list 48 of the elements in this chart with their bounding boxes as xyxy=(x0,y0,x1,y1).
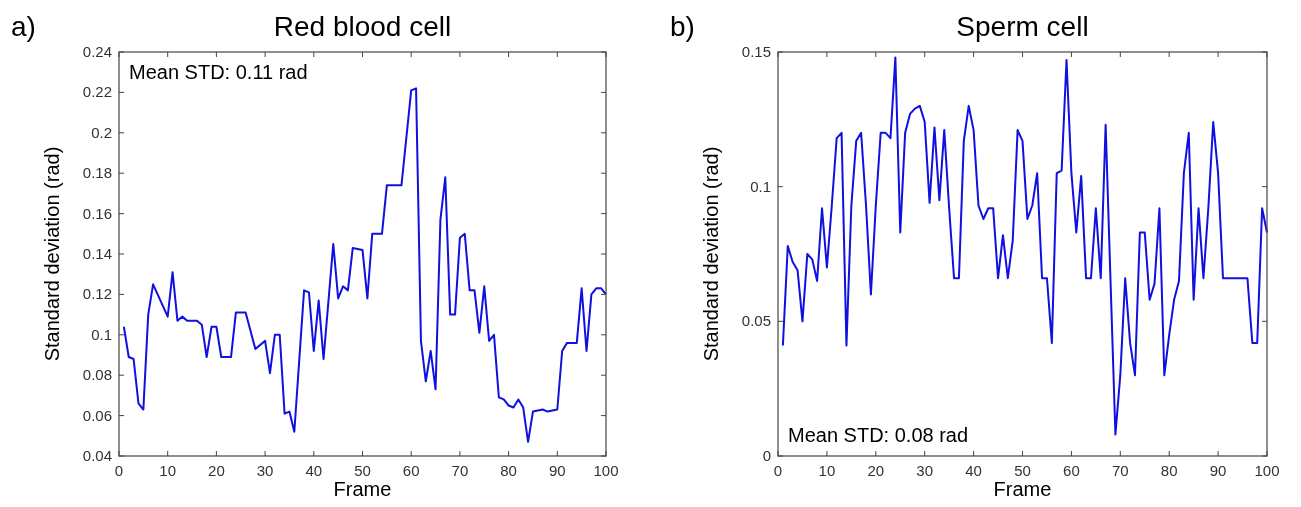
chart-title: Red blood cell xyxy=(273,11,452,42)
y-axis-title: Standard deviation (rad) xyxy=(41,146,63,362)
x-tick-label: 100 xyxy=(1254,462,1280,479)
x-tick-label: 10 xyxy=(159,462,177,479)
x-tick-label: 70 xyxy=(451,462,469,479)
x-tick-label: 60 xyxy=(1063,462,1080,479)
annotation: Mean STD: 0.11 rad xyxy=(129,61,308,83)
x-axis-title: Frame xyxy=(333,478,392,500)
y-tick-label: 0.2 xyxy=(91,123,112,141)
x-axis-title: Frame xyxy=(993,478,1052,500)
y-tick-label: 0.22 xyxy=(82,83,112,101)
x-tick-label: 50 xyxy=(354,462,371,479)
y-tick-label: 0.16 xyxy=(82,204,112,222)
y-axis-title: Standard deviation (rad) xyxy=(700,146,722,362)
x-tick-label: 100 xyxy=(593,462,619,479)
x-tick-label: 10 xyxy=(818,462,836,479)
y-tick-label: 0.08 xyxy=(82,366,112,384)
x-tick-label: 90 xyxy=(548,462,566,479)
y-tick-label: 0.24 xyxy=(82,43,112,60)
y-tick-label: 0.14 xyxy=(82,245,112,262)
x-tick-label: 40 xyxy=(305,462,323,479)
x-tick-label: 80 xyxy=(1160,462,1178,479)
y-tick-label: 0.15 xyxy=(741,43,771,60)
x-tick-label: 30 xyxy=(916,462,934,479)
chart-title: Sperm cell xyxy=(956,11,1089,42)
x-tick-label: 0 xyxy=(114,462,124,479)
y-tick-label: 0.1 xyxy=(750,177,771,195)
x-tick-label: 30 xyxy=(256,462,274,479)
x-tick-label: 40 xyxy=(965,462,982,479)
y-tick-label: 0.18 xyxy=(82,164,112,182)
x-tick-label: 0 xyxy=(773,462,783,479)
line-series xyxy=(122,87,607,443)
y-tick-label: 0.06 xyxy=(82,406,112,424)
x-tick-label: 70 xyxy=(1111,462,1129,479)
x-tick-label: 60 xyxy=(402,462,420,479)
x-tick-label: 20 xyxy=(208,462,225,479)
annotation: Mean STD: 0.08 rad xyxy=(788,424,969,446)
y-tick-label: 0.05 xyxy=(741,312,771,330)
x-tick-label: 50 xyxy=(1014,462,1031,479)
text: b) xyxy=(670,11,695,42)
text: a) xyxy=(11,11,36,42)
x-tick-label: 80 xyxy=(500,462,517,479)
y-tick-label: 0.1 xyxy=(91,325,112,343)
y-tick-label: 0.12 xyxy=(82,285,112,303)
x-tick-label: 20 xyxy=(867,462,885,479)
y-tick-label: 0.04 xyxy=(82,447,112,464)
y-tick-label: 0 xyxy=(762,447,771,464)
x-tick-label: 90 xyxy=(1209,462,1227,479)
